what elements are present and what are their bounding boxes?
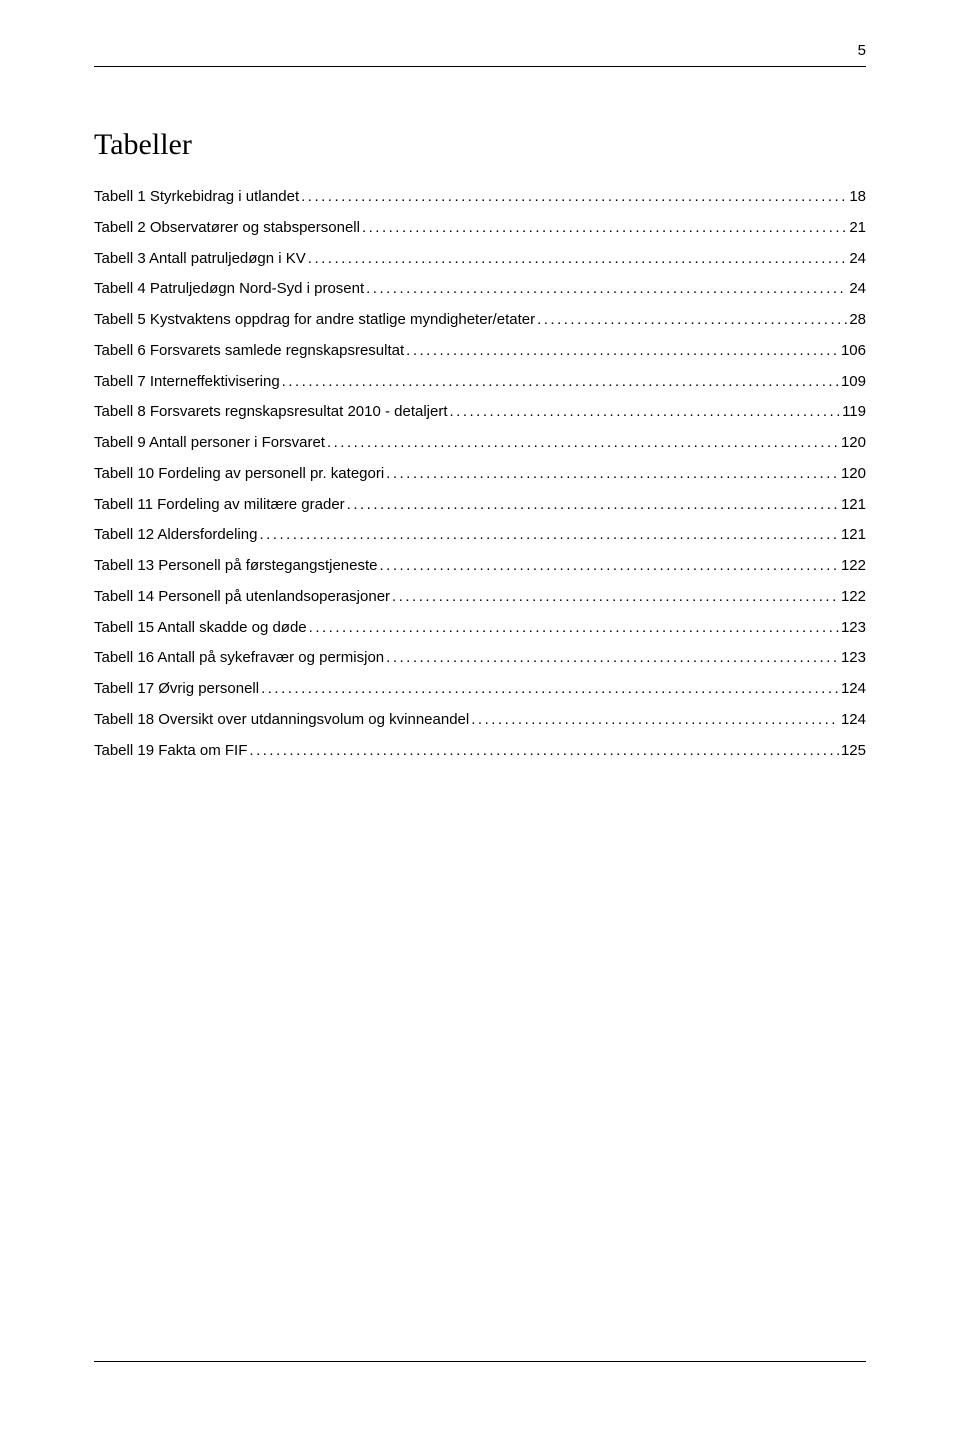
toc-entry-page: 21 [849,213,866,244]
toc-entry-page: 121 [841,520,866,551]
toc-entry-title: Tabell 11 Fordeling av militære grader [94,490,345,521]
toc-leader-dots [406,336,839,367]
top-rule [94,66,866,67]
toc-entry-title: Tabell 1 Styrkebidrag i utlandet [94,182,299,213]
toc-entry-title: Tabell 18 Oversikt over utdanningsvolum … [94,705,469,736]
toc-entry-title: Tabell 17 Øvrig personell [94,674,259,705]
toc-leader-dots [347,490,839,521]
toc-leader-dots [450,397,841,428]
toc-entry-page: 24 [849,274,866,305]
toc-entry: Tabell 6 Forsvarets samlede regnskapsres… [94,336,866,367]
toc-leader-dots [261,674,839,705]
toc-entry-title: Tabell 15 Antall skadde og døde [94,613,307,644]
toc-entry: Tabell 2 Observatører og stabspersonell 2… [94,213,866,244]
toc-content: Tabeller Tabell 1 Styrkebidrag i utlande… [94,128,866,766]
toc-leader-dots [308,244,848,275]
toc-entry: Tabell 7 Interneffektivisering 109 [94,367,866,398]
toc-entry: Tabell 11 Fordeling av militære grader 12… [94,490,866,521]
toc-entry-page: 121 [841,490,866,521]
toc-entry-page: 122 [841,551,866,582]
toc-entry-title: Tabell 16 Antall på sykefravær og permis… [94,643,384,674]
page-number: 5 [858,42,866,59]
toc-leader-dots [282,367,839,398]
toc-entry-title: Tabell 5 Kystvaktens oppdrag for andre s… [94,305,535,336]
toc-entry-title: Tabell 6 Forsvarets samlede regnskapsres… [94,336,404,367]
toc-entry: Tabell 13 Personell på førstegangstjenes… [94,551,866,582]
toc-leader-dots [392,582,839,613]
toc-entry: Tabell 19 Fakta om FIF 125 [94,736,866,767]
toc-entry-title: Tabell 19 Fakta om FIF [94,736,247,767]
toc-entry-title: Tabell 8 Forsvarets regnskapsresultat 20… [94,397,448,428]
toc-leader-dots [309,613,839,644]
toc-leader-dots [380,551,839,582]
toc-leader-dots [386,459,839,490]
toc-entry-page: 119 [842,397,866,428]
toc-entry-page: 28 [849,305,866,336]
toc-entry-page: 124 [841,674,866,705]
toc-entry: Tabell 15 Antall skadde og døde 123 [94,613,866,644]
toc-entry-title: Tabell 4 Patruljedøgn Nord-Syd i prosent [94,274,364,305]
toc-leader-dots [259,520,839,551]
toc-leader-dots [537,305,847,336]
toc-entry-page: 120 [841,459,866,490]
toc-leader-dots [327,428,839,459]
toc-entry-page: 106 [841,336,866,367]
toc-entry-page: 123 [841,643,866,674]
toc-entry: Tabell 8 Forsvarets regnskapsresultat 20… [94,397,866,428]
toc-entry-title: Tabell 3 Antall patruljedøgn i KV [94,244,306,275]
toc-entry-title: Tabell 2 Observatører og stabspersonell [94,213,360,244]
toc-entry-page: 24 [849,244,866,275]
toc-entry: Tabell 14 Personell på utenlandsoperasjo… [94,582,866,613]
toc-leader-dots [471,705,839,736]
toc-entry-page: 122 [841,582,866,613]
toc-entry: Tabell 1 Styrkebidrag i utlandet 18 [94,182,866,213]
toc-entry-title: Tabell 9 Antall personer i Forsvaret [94,428,325,459]
toc-entry: Tabell 17 Øvrig personell 124 [94,674,866,705]
toc-entry-page: 125 [841,736,866,767]
toc-entry-title: Tabell 14 Personell på utenlandsoperasjo… [94,582,390,613]
toc-leader-dots [249,736,839,767]
toc-leader-dots [386,643,839,674]
toc-entry: Tabell 4 Patruljedøgn Nord-Syd i prosent… [94,274,866,305]
toc-entry-page: 124 [841,705,866,736]
toc-entry-page: 123 [841,613,866,644]
toc-entry: Tabell 18 Oversikt over utdanningsvolum … [94,705,866,736]
bottom-rule [94,1361,866,1362]
toc-entry-title: Tabell 10 Fordeling av personell pr. kat… [94,459,384,490]
toc-entry: Tabell 10 Fordeling av personell pr. kat… [94,459,866,490]
toc-entry: Tabell 12 Aldersfordeling 121 [94,520,866,551]
toc-entry-title: Tabell 13 Personell på førstegangstjenes… [94,551,378,582]
toc-leader-dots [366,274,847,305]
toc-heading: Tabeller [94,128,866,162]
toc-leader-dots [301,182,847,213]
toc-entry: Tabell 3 Antall patruljedøgn i KV 24 [94,244,866,275]
toc-entry-title: Tabell 12 Aldersfordeling [94,520,257,551]
toc-entry-page: 120 [841,428,866,459]
toc-leader-dots [362,213,847,244]
toc-entry-page: 18 [849,182,866,213]
toc-list: Tabell 1 Styrkebidrag i utlandet18Tabell… [94,182,866,766]
toc-entry-title: Tabell 7 Interneffektivisering [94,367,280,398]
toc-entry: Tabell 5 Kystvaktens oppdrag for andre s… [94,305,866,336]
toc-entry-page: 109 [841,367,866,398]
toc-entry: Tabell 16 Antall på sykefravær og permis… [94,643,866,674]
toc-entry: Tabell 9 Antall personer i Forsvaret 120 [94,428,866,459]
